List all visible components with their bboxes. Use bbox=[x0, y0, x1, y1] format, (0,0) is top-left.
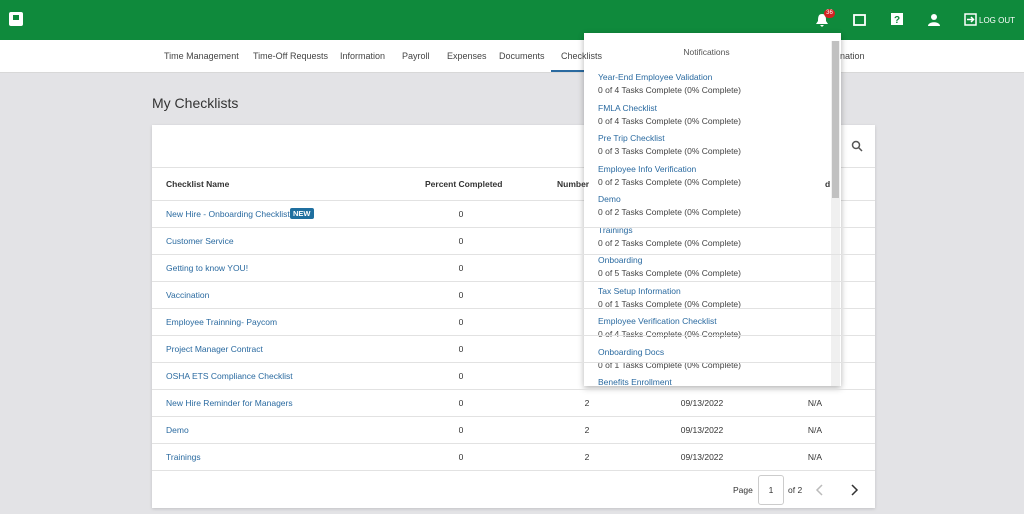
page-input[interactable]: 1 bbox=[758, 475, 784, 505]
nav-tab[interactable]: Documents bbox=[499, 51, 545, 61]
row-divider bbox=[152, 443, 875, 444]
notification-badge: 36 bbox=[824, 9, 835, 18]
checklist-link[interactable]: Getting to know YOU! bbox=[166, 263, 249, 273]
new-badge: NEW bbox=[290, 208, 314, 219]
row-divider bbox=[152, 335, 875, 336]
notification-status: 0 of 4 Tasks Complete (0% Complete) bbox=[598, 115, 741, 126]
notification-status: 0 of 4 Tasks Complete (0% Complete) bbox=[598, 329, 741, 339]
row-divider bbox=[152, 362, 875, 363]
messages-icon[interactable] bbox=[853, 14, 866, 26]
scrollbar[interactable] bbox=[831, 41, 840, 386]
notification-link[interactable]: Trainings bbox=[598, 224, 633, 235]
table-cell: 0 bbox=[458, 398, 464, 408]
checklist-link[interactable]: Trainings bbox=[166, 452, 201, 462]
checklist-link[interactable]: OSHA ETS Compliance Checklist bbox=[166, 371, 293, 381]
table-cell: 2 bbox=[584, 452, 590, 462]
notification-status: 0 of 4 Tasks Complete (0% Complete) bbox=[598, 85, 741, 95]
notification-link[interactable]: Pre Trip Checklist bbox=[598, 133, 665, 143]
checklist-link[interactable]: Customer Service bbox=[166, 236, 234, 246]
table-cell: 2 bbox=[584, 425, 590, 435]
row-divider bbox=[152, 416, 875, 417]
table-cell: 09/13/2022 bbox=[680, 452, 724, 462]
nav-bar bbox=[0, 40, 1024, 73]
row-divider bbox=[152, 254, 875, 255]
checklist-link[interactable]: Demo bbox=[166, 425, 189, 435]
notification-link[interactable]: Onboarding bbox=[598, 255, 643, 265]
notification-status: 0 of 3 Tasks Complete (0% Complete) bbox=[598, 146, 741, 156]
svg-text:?: ? bbox=[894, 15, 900, 26]
checklist-link[interactable]: Project Manager Contract bbox=[166, 344, 263, 354]
nav-tab[interactable]: Expenses bbox=[447, 51, 487, 61]
next-page[interactable] bbox=[849, 484, 859, 496]
nav-tab[interactable]: Time-Off Requests bbox=[253, 51, 329, 61]
table-cell: N/A bbox=[807, 425, 823, 435]
notification-link[interactable]: Employee Verification Checklist bbox=[598, 316, 717, 326]
notification-link[interactable]: Employee Info Verification bbox=[598, 163, 697, 174]
divider bbox=[152, 167, 875, 168]
page-title: My Checklists bbox=[152, 95, 239, 111]
checklist-link[interactable]: Vaccination bbox=[166, 290, 210, 300]
notification-status: 0 of 1 Tasks Complete (0% Complete) bbox=[598, 298, 741, 309]
table-cell: 0 bbox=[458, 317, 464, 327]
notification-status: 0 of 2 Tasks Complete (0% Complete) bbox=[598, 207, 741, 217]
nav-tab[interactable]: Payroll bbox=[402, 51, 430, 61]
notification-link[interactable]: Demo bbox=[598, 194, 621, 204]
row-divider bbox=[152, 389, 875, 390]
row-divider bbox=[152, 227, 875, 228]
logo[interactable] bbox=[9, 12, 23, 26]
top-bar: 36 ? LOG OUT bbox=[0, 0, 1024, 40]
logout-link[interactable]: LOG OUT bbox=[979, 16, 1016, 25]
notification-status: 0 of 2 Tasks Complete (0% Complete) bbox=[598, 237, 741, 248]
table-cell: N/A bbox=[807, 452, 823, 462]
checklist-link[interactable]: New Hire - Onboarding Checklist bbox=[166, 209, 290, 219]
row-divider bbox=[152, 281, 875, 282]
nav-tab[interactable]: Time Management bbox=[164, 51, 239, 61]
table-cell: 2 bbox=[584, 398, 590, 408]
checklist-link[interactable]: Employee Trainning- Paycom bbox=[166, 317, 278, 327]
notification-link[interactable]: Tax Setup Information bbox=[598, 285, 681, 296]
search-icon[interactable] bbox=[851, 140, 863, 152]
table-cell: 09/13/2022 bbox=[680, 425, 724, 435]
column-header: Percent Completed bbox=[425, 179, 503, 189]
table-cell: 0 bbox=[458, 452, 464, 462]
notifications-dropdown: Notifications Year-End Employee Validati… bbox=[584, 33, 841, 386]
table-cell: 0 bbox=[458, 263, 464, 273]
nav-tab[interactable]: Checklists bbox=[561, 51, 603, 61]
active-tab-indicator bbox=[551, 70, 585, 72]
table-cell: 0 bbox=[458, 236, 464, 246]
row-divider bbox=[152, 470, 875, 471]
table-cell: 0 bbox=[458, 344, 464, 354]
help-icon[interactable]: ? bbox=[891, 13, 903, 26]
checklist-link[interactable]: New Hire Reminder for Managers bbox=[166, 398, 293, 408]
table-cell: 09/13/2022 bbox=[680, 398, 724, 408]
bell-icon[interactable] bbox=[815, 13, 829, 28]
table-cell: 0 bbox=[458, 290, 464, 300]
table-cell: 0 bbox=[458, 209, 464, 219]
logout-icon[interactable] bbox=[964, 13, 977, 26]
user-icon[interactable] bbox=[928, 13, 940, 26]
notification-link[interactable]: Benefits Enrollment bbox=[598, 377, 672, 386]
notification-status: 0 of 2 Tasks Complete (0% Complete) bbox=[598, 176, 741, 187]
prev-page[interactable] bbox=[815, 484, 825, 496]
nav-tab[interactable]: Information bbox=[340, 51, 386, 61]
table-cell: N/A bbox=[807, 398, 823, 408]
divider bbox=[152, 200, 875, 201]
dropdown-title: Notifications bbox=[683, 47, 730, 57]
notification-status: 0 of 1 Tasks Complete (0% Complete) bbox=[598, 359, 741, 370]
table-cell: 0 bbox=[458, 425, 464, 435]
column-header: Number bbox=[557, 179, 590, 189]
notification-link[interactable]: FMLA Checklist bbox=[598, 102, 658, 113]
page-count: of 2 bbox=[788, 485, 803, 495]
table-cell: 0 bbox=[458, 371, 464, 381]
notification-link[interactable]: Onboarding Docs bbox=[598, 346, 665, 357]
column-header: d bbox=[825, 179, 831, 189]
row-divider bbox=[152, 308, 875, 309]
notification-status: 0 of 5 Tasks Complete (0% Complete) bbox=[598, 268, 741, 278]
notification-link[interactable]: Year-End Employee Validation bbox=[598, 72, 713, 82]
page-label: Page bbox=[733, 485, 753, 495]
nav-tab[interactable]: nation bbox=[840, 51, 865, 61]
column-header: Checklist Name bbox=[166, 179, 230, 189]
